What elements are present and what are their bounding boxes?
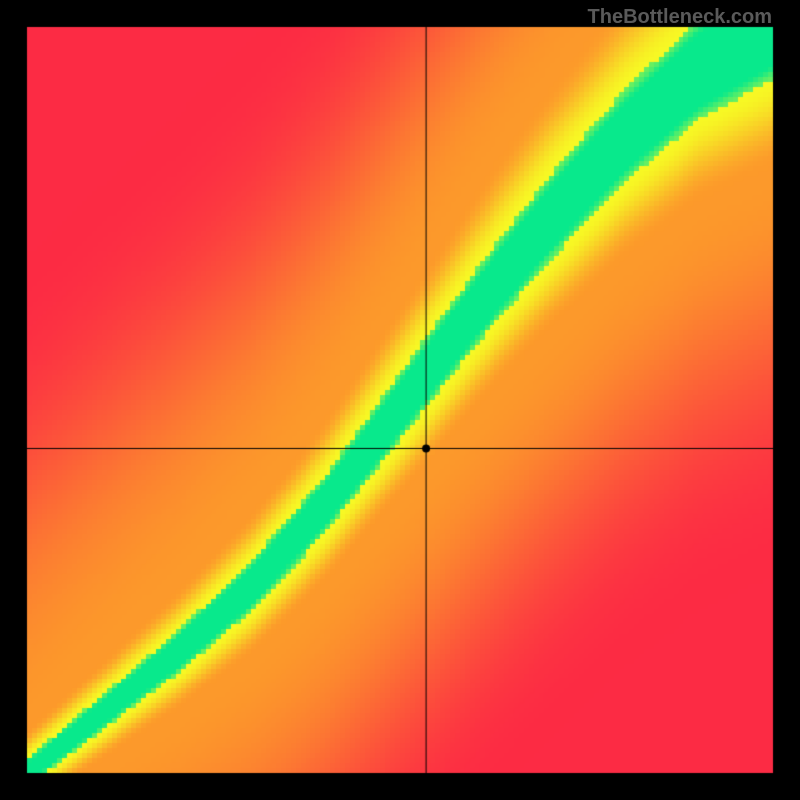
chart-container: TheBottleneck.com xyxy=(0,0,800,800)
attribution-text: TheBottleneck.com xyxy=(588,6,772,29)
heatmap-canvas xyxy=(0,0,800,800)
